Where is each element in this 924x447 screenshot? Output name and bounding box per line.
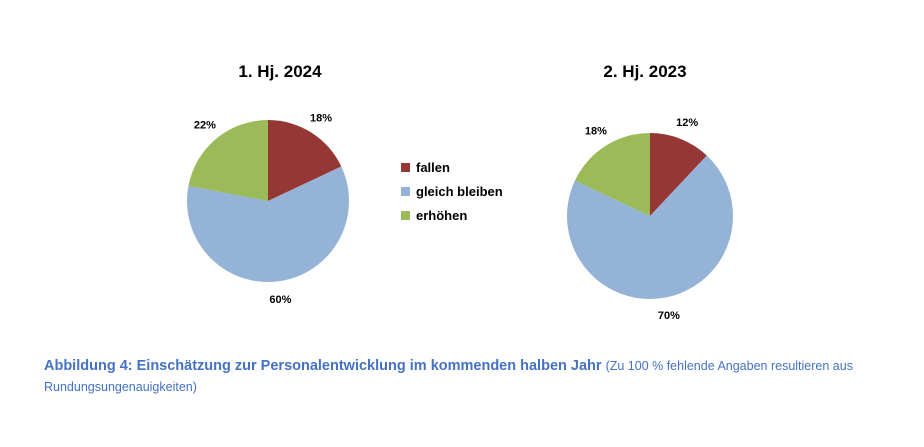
legend-swatch-fallen bbox=[401, 163, 410, 172]
data-label-1-0: 12% bbox=[676, 117, 698, 129]
legend: fallen gleich bleiben erhöhen bbox=[401, 160, 503, 223]
figure-caption: Abbildung 4: Einschätzung zur Personalen… bbox=[44, 356, 904, 398]
data-label-0-0: 18% bbox=[310, 112, 332, 124]
legend-swatch-gleich bbox=[401, 187, 410, 196]
data-label-1-1: 70% bbox=[658, 310, 680, 322]
pie-slice-0-1 bbox=[186, 166, 349, 283]
data-label-0-1: 60% bbox=[269, 294, 291, 306]
legend-label-erhoehen: erhöhen bbox=[416, 208, 467, 223]
caption-title: Abbildung 4: Einschätzung zur Personalen… bbox=[44, 358, 602, 374]
chart-title-2023: 2. Hj. 2023 bbox=[603, 62, 686, 81]
pie-slice-0-2 bbox=[188, 120, 268, 201]
caption-note: (Zu 100 % fehlende Angaben resultieren a… bbox=[44, 359, 853, 394]
data-label-0-2: 22% bbox=[194, 120, 216, 132]
legend-label-fallen: fallen bbox=[416, 160, 450, 175]
pie-slice-0-0 bbox=[268, 120, 342, 201]
pie-slice-1-2 bbox=[574, 133, 650, 216]
pie-slice-1-1 bbox=[566, 155, 733, 299]
chart-title-2024: 1. Hj. 2024 bbox=[238, 62, 322, 81]
pie-slice-1-0 bbox=[650, 133, 707, 216]
data-label-1-2: 18% bbox=[585, 126, 607, 138]
legend-label-gleich: gleich bleiben bbox=[416, 184, 503, 199]
legend-swatch-erhoehen bbox=[401, 211, 410, 220]
